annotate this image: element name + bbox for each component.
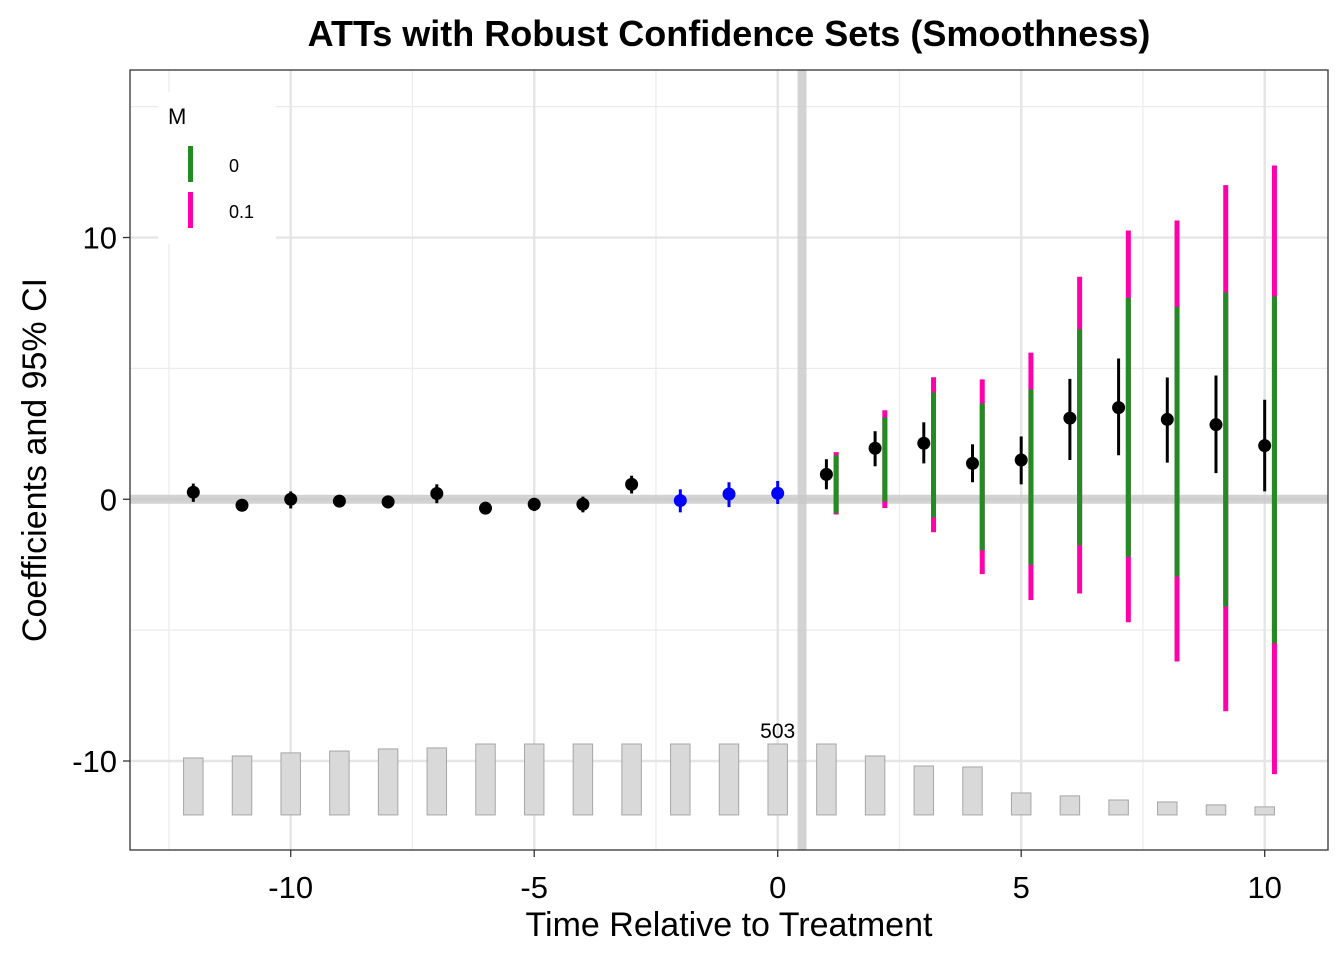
estimate-point bbox=[1112, 401, 1126, 415]
estimate-point bbox=[722, 487, 736, 501]
sample-size-bar bbox=[426, 747, 448, 816]
x-tick-label: -10 bbox=[268, 870, 313, 905]
legend-label-m0: 0 bbox=[229, 156, 239, 176]
max-count-label: 503 bbox=[760, 720, 795, 743]
estimate-point bbox=[284, 492, 298, 506]
sample-size-bar bbox=[962, 766, 983, 816]
legend-label-m01: 0.1 bbox=[229, 202, 254, 222]
sample-size-bar bbox=[1157, 801, 1178, 816]
x-axis-title: Time Relative to Treatment bbox=[526, 906, 933, 944]
estimate-point bbox=[1160, 412, 1174, 426]
sample-size-bar bbox=[1108, 799, 1129, 816]
legend-background bbox=[158, 92, 276, 244]
estimate-point bbox=[430, 487, 444, 501]
sample-size-bar bbox=[1059, 795, 1081, 816]
sample-size-bar bbox=[572, 743, 594, 816]
sample-size-bar bbox=[231, 755, 253, 816]
estimate-point bbox=[1014, 453, 1028, 467]
sample-size-bar bbox=[183, 757, 204, 816]
panel-border bbox=[129, 69, 1329, 851]
x-tick-label: 10 bbox=[1247, 870, 1281, 905]
sample-size-bar bbox=[329, 750, 350, 816]
estimate-point bbox=[819, 467, 833, 481]
estimate-points bbox=[186, 358, 1272, 515]
sample-size-bar bbox=[280, 752, 301, 816]
sample-size-bar bbox=[1010, 792, 1032, 816]
estimate-point bbox=[673, 494, 687, 508]
sample-size-bar bbox=[864, 755, 886, 816]
estimate-point bbox=[1258, 439, 1272, 453]
sample-size-bar bbox=[913, 765, 935, 816]
legend: M 0 0.1 bbox=[158, 92, 276, 244]
estimate-point bbox=[771, 486, 785, 500]
y-axis: -10 0 10 bbox=[72, 221, 130, 779]
estimate-point bbox=[1209, 418, 1223, 432]
sample-size-bar bbox=[718, 743, 740, 816]
x-tick-label: -5 bbox=[520, 870, 548, 905]
y-axis-title: Coefficients and 95% CI bbox=[16, 278, 54, 642]
estimate-point bbox=[917, 436, 931, 450]
x-tick-label: 0 bbox=[769, 870, 786, 905]
plot-panel: 503 M 0 0.1 bbox=[129, 69, 1329, 851]
robust-confidence-sets bbox=[833, 165, 1277, 775]
estimate-point bbox=[186, 485, 200, 499]
legend-key-m01 bbox=[188, 192, 193, 228]
x-axis: -10 -5 0 5 10 bbox=[268, 850, 1282, 905]
sample-size-bar bbox=[816, 743, 837, 816]
y-tick-label: -10 bbox=[72, 744, 117, 779]
sample-size-bar bbox=[670, 743, 691, 816]
sample-size-bars bbox=[183, 743, 1275, 816]
estimate-point bbox=[527, 497, 541, 511]
sample-size-bar bbox=[523, 743, 545, 816]
sample-size-bar bbox=[767, 743, 788, 816]
estimate-point bbox=[235, 498, 249, 512]
sample-size-bar bbox=[377, 748, 399, 816]
estimate-point bbox=[868, 441, 882, 455]
legend-title: M bbox=[168, 104, 186, 129]
estimate-point bbox=[479, 501, 493, 515]
estimate-point bbox=[381, 495, 395, 509]
estimate-point bbox=[965, 456, 979, 470]
sample-size-bar bbox=[621, 743, 642, 816]
estimate-point bbox=[625, 477, 639, 491]
x-tick-label: 5 bbox=[1013, 870, 1030, 905]
estimate-point bbox=[1063, 411, 1077, 425]
panel-background bbox=[130, 70, 1328, 850]
estimate-point bbox=[332, 494, 346, 508]
sample-size-bar bbox=[1254, 806, 1275, 816]
chart-title: ATTs with Robust Confidence Sets (Smooth… bbox=[308, 13, 1151, 54]
y-tick-label: 0 bbox=[100, 482, 117, 517]
estimate-point bbox=[576, 497, 590, 511]
sample-size-bar bbox=[1205, 804, 1227, 816]
legend-key-m0 bbox=[188, 146, 193, 182]
sample-size-bar bbox=[475, 743, 496, 816]
y-tick-label: 10 bbox=[83, 221, 117, 256]
